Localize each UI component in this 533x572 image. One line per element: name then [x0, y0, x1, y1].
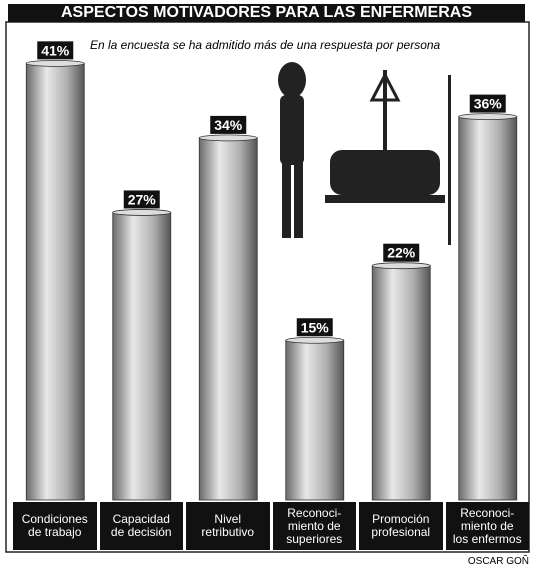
bar: [26, 63, 84, 500]
x-tick-label: Condiciones de trabajo: [13, 502, 97, 550]
x-tick-label: Capacidad de decisión: [100, 502, 184, 550]
bar: [286, 340, 344, 500]
bar: [459, 117, 517, 500]
x-tick-label: Promoción profesional: [359, 502, 443, 550]
illustration: [278, 62, 451, 245]
x-tick-label: Reconoci- miento de los enfermos: [446, 502, 530, 550]
bar-top: [459, 114, 517, 120]
value-label: 34%: [214, 117, 243, 133]
x-tick-label: Nivel retributivo: [186, 502, 270, 550]
value-label: 36%: [474, 96, 503, 112]
bar-top: [199, 135, 257, 141]
bar-top: [26, 60, 84, 66]
value-label: 15%: [301, 319, 330, 335]
chart-subtitle: En la encuesta se ha admitido más de una…: [90, 38, 440, 52]
credit: OSCAR GOÑ: [468, 556, 529, 567]
chart-svg: 41% 27% 34% 15% 22% 36%: [0, 0, 533, 572]
chart: 41% 27% 34% 15% 22% 36% ASPECTOS MOTIVADORES …: [0, 0, 533, 572]
bar: [113, 212, 171, 500]
bar-top: [372, 263, 430, 269]
bar: [199, 138, 257, 500]
chart-title: ASPECTOS MOTIVADORES PARA LAS ENFERMERAS: [8, 4, 525, 22]
value-label: 27%: [128, 191, 157, 207]
value-label: 22%: [387, 245, 416, 261]
bar: [372, 266, 430, 500]
bar-top: [113, 209, 171, 215]
bar-top: [286, 337, 344, 343]
x-tick-label: Reconoci- miento de superiores: [273, 502, 357, 550]
value-label: 41%: [41, 42, 70, 58]
